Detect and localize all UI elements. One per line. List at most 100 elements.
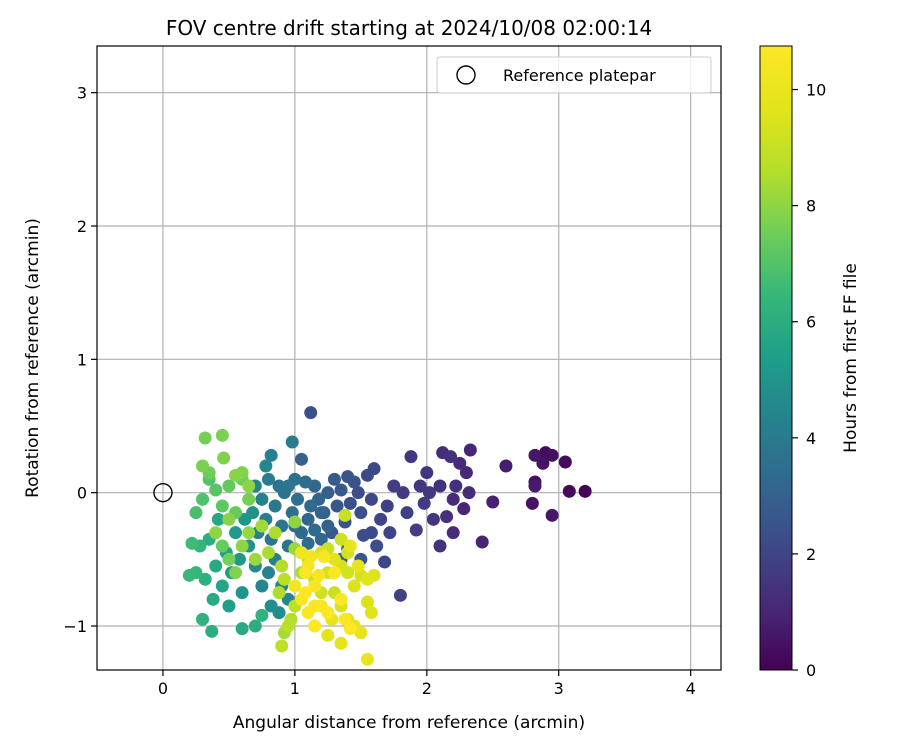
y-tick-label: 2 xyxy=(77,217,87,236)
scatter-point xyxy=(222,599,236,613)
scatter-point xyxy=(255,579,269,593)
colorbar: 0 2 4 6 8 10 Hours from first FF file xyxy=(759,45,861,680)
scatter-point xyxy=(499,459,513,473)
scatter-point xyxy=(288,515,302,529)
colorbar-tick-label: 2 xyxy=(806,545,816,564)
scatter-point xyxy=(446,492,460,506)
scatter-point xyxy=(338,508,352,522)
scatter-point xyxy=(308,599,322,613)
scatter-point xyxy=(298,566,312,580)
scatter-point xyxy=(248,552,262,566)
scatter-point xyxy=(525,496,539,510)
scatter-point xyxy=(301,536,315,550)
scatter-point xyxy=(255,492,269,506)
scatter-point xyxy=(475,535,489,549)
scatter-point xyxy=(364,606,378,620)
scatter-point xyxy=(242,479,256,493)
scatter-point xyxy=(528,479,542,493)
scatter-point xyxy=(321,628,335,642)
legend-box xyxy=(436,56,712,94)
scatter-point xyxy=(422,486,436,500)
scatter-point xyxy=(334,483,348,497)
scatter-point xyxy=(272,586,286,600)
scatter-point xyxy=(198,572,212,586)
scatter-point xyxy=(304,499,318,513)
scatter-point xyxy=(330,499,344,513)
y-tick-label: 3 xyxy=(77,84,87,103)
scatter-point xyxy=(196,492,210,506)
legend: Reference platepar xyxy=(436,56,712,94)
scatter-point xyxy=(185,536,199,550)
scatter-point xyxy=(360,468,374,482)
scatter-point xyxy=(229,526,243,540)
scatter-point xyxy=(393,588,407,602)
x-tick-label: 0 xyxy=(158,679,168,698)
scatter-point xyxy=(255,519,269,533)
scatter-point xyxy=(449,479,463,493)
scatter-point xyxy=(268,499,282,513)
scatter-point xyxy=(341,470,355,484)
scatter-point xyxy=(312,568,326,582)
scatter-point xyxy=(356,528,370,542)
scatter-point xyxy=(255,608,269,622)
scatter-point xyxy=(259,459,273,473)
scatter-point xyxy=(413,479,427,493)
scatter-point xyxy=(360,572,374,586)
scatter-point xyxy=(229,468,243,482)
scatter-point xyxy=(420,466,434,480)
scatter-point xyxy=(347,579,361,593)
scatter-point xyxy=(545,508,559,522)
scatter-point xyxy=(209,526,223,540)
colorbar-tick-label: 8 xyxy=(806,197,816,216)
scatter-point xyxy=(268,526,282,540)
colorbar-label: Hours from first FF file xyxy=(841,263,861,453)
scatter-point xyxy=(351,486,365,500)
scatter-point xyxy=(334,532,348,546)
scatter-point xyxy=(370,539,384,553)
scatter-point xyxy=(281,619,295,633)
scatter-point xyxy=(222,479,236,493)
scatter-point xyxy=(404,450,418,464)
scatter-point xyxy=(457,502,471,516)
scatter-point xyxy=(196,612,210,626)
scatter-point xyxy=(275,639,289,653)
scatter-point xyxy=(281,479,295,493)
scatter-point xyxy=(222,512,236,526)
scatter-point xyxy=(396,486,410,500)
scatter-point xyxy=(211,512,225,526)
scatter-point xyxy=(304,406,318,420)
scatter-point xyxy=(578,484,592,498)
scatter-point xyxy=(298,475,312,489)
scatter-point xyxy=(462,486,476,500)
scatter-point xyxy=(275,559,289,573)
scatter-point xyxy=(277,572,291,586)
scatter-point xyxy=(374,512,388,526)
scatter-point xyxy=(182,568,196,582)
scatter-point xyxy=(248,619,262,633)
scatter-point xyxy=(238,512,252,526)
scatter-point xyxy=(232,552,246,566)
scatter-point xyxy=(314,506,328,520)
scatter-point xyxy=(409,523,423,537)
scatter-point xyxy=(291,492,305,506)
scatter-point xyxy=(364,492,378,506)
scatter-point xyxy=(528,448,542,462)
scatter-point xyxy=(378,555,392,569)
x-axis-label: Angular distance from reference (arcmin) xyxy=(233,713,585,733)
scatter-point xyxy=(235,586,249,600)
scatter-point xyxy=(426,512,440,526)
scatter-point xyxy=(285,435,299,449)
y-axis-ticks: −1 0 1 2 3 xyxy=(63,84,97,636)
scatter-point xyxy=(242,492,256,506)
scatter-point xyxy=(453,456,467,470)
scatter-point xyxy=(288,579,302,593)
scatter-point xyxy=(463,443,477,457)
scatter-point xyxy=(360,652,374,666)
scatter-point xyxy=(351,559,365,573)
scatter-point xyxy=(317,550,331,564)
scatter-point xyxy=(417,496,431,510)
scatter-point xyxy=(209,559,223,573)
colorbar-tick-label: 0 xyxy=(806,661,816,680)
colorbar-ticks: 0 2 4 6 8 10 xyxy=(792,81,826,680)
scatter-point xyxy=(206,592,220,606)
